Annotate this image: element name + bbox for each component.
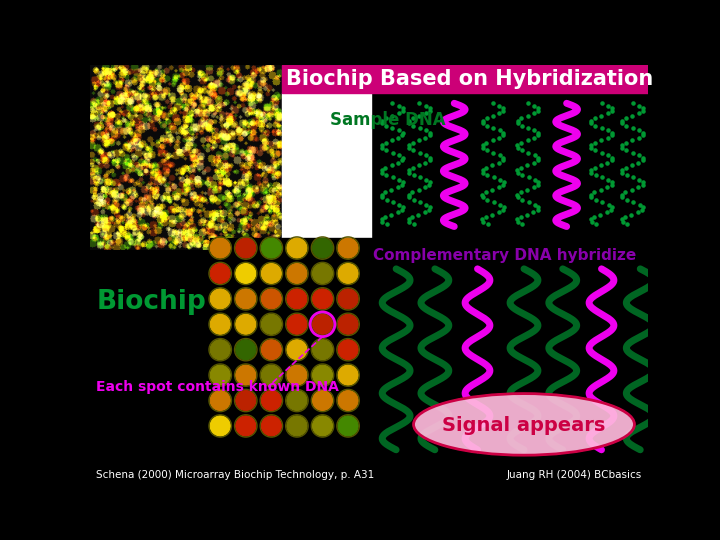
Text: Biochip Based on Hybridization: Biochip Based on Hybridization [286,69,653,89]
Bar [210,238,377,454]
Circle shape [235,314,256,334]
Circle shape [287,314,307,334]
Circle shape [261,289,282,309]
Text: Sample DNA: Sample DNA [330,111,446,129]
Bar [282,65,648,92]
Circle shape [261,314,282,334]
Circle shape [338,365,358,385]
Circle shape [312,340,333,360]
Bar [282,92,372,239]
Circle shape [210,289,230,309]
Text: Signal appears: Signal appears [442,416,606,435]
Circle shape [338,289,358,309]
Circle shape [210,264,230,284]
Ellipse shape [413,394,634,455]
Circle shape [235,340,256,360]
Circle shape [287,365,307,385]
Text: Biochip: Biochip [96,289,206,315]
Circle shape [287,390,307,410]
Circle shape [210,340,230,360]
Circle shape [338,264,358,284]
Circle shape [261,238,282,258]
Circle shape [312,365,333,385]
Circle shape [210,365,230,385]
Circle shape [261,365,282,385]
Text: Schena (2000) Microarray Biochip Technology, p. A31: Schena (2000) Microarray Biochip Technol… [96,470,374,480]
Circle shape [287,340,307,360]
Circle shape [287,289,307,309]
Circle shape [261,340,282,360]
Circle shape [312,416,333,436]
Circle shape [287,264,307,284]
Circle shape [235,365,256,385]
Circle shape [210,314,230,334]
Circle shape [210,238,230,258]
Circle shape [287,238,307,258]
Circle shape [235,416,256,436]
Circle shape [338,390,358,410]
Circle shape [312,390,333,410]
Circle shape [261,390,282,410]
Circle shape [338,314,358,334]
Circle shape [338,238,358,258]
Circle shape [312,238,333,258]
Circle shape [287,416,307,436]
Circle shape [261,416,282,436]
Circle shape [235,390,256,410]
Circle shape [210,416,230,436]
Circle shape [261,264,282,284]
Circle shape [338,416,358,436]
Text: Juang RH (2004) BCbasics: Juang RH (2004) BCbasics [507,470,642,480]
Circle shape [235,289,256,309]
Circle shape [235,264,256,284]
Circle shape [312,264,333,284]
Circle shape [338,340,358,360]
Text: Each spot contains known DNA: Each spot contains known DNA [96,380,339,394]
Circle shape [210,390,230,410]
Circle shape [235,238,256,258]
Circle shape [312,314,333,334]
Text: Complementary DNA hybridize: Complementary DNA hybridize [373,248,636,264]
Circle shape [312,289,333,309]
